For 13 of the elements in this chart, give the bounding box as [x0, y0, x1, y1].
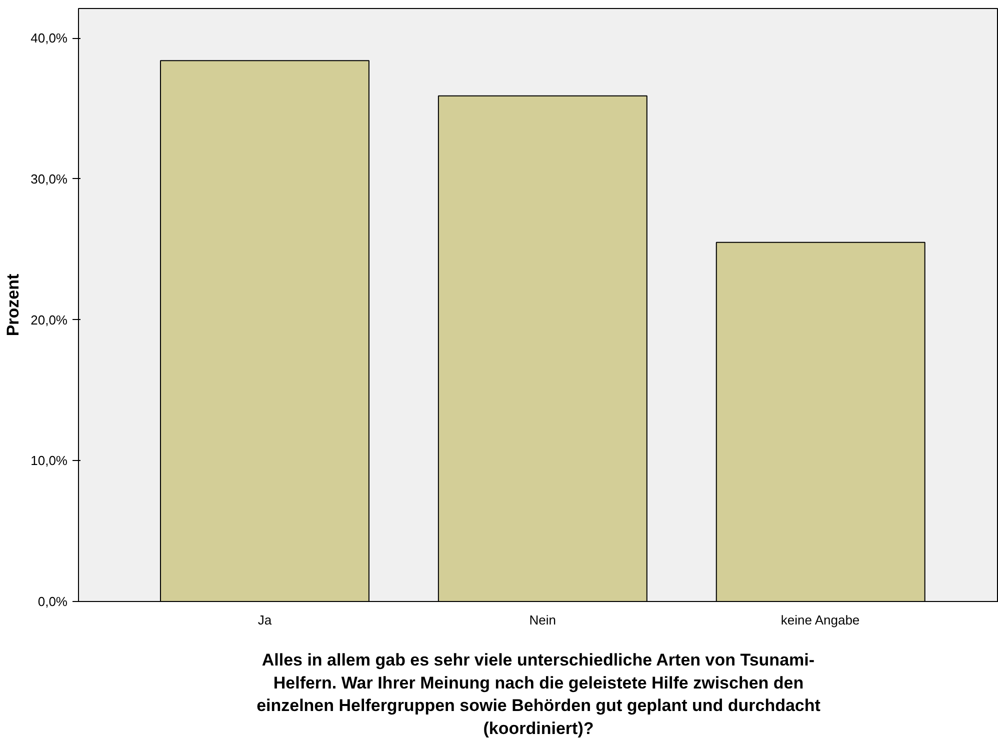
y-tick-label: 10,0%	[30, 453, 68, 468]
y-axis-title: Prozent	[4, 273, 23, 336]
bar	[716, 242, 926, 602]
y-tick-label: 30,0%	[30, 171, 68, 186]
x-tick-label: keine Angabe	[780, 612, 860, 628]
bar	[438, 95, 648, 602]
bar	[160, 60, 370, 602]
x-axis-title: Alles in allem gab es sehr viele unterschiedliche Arten von Tsunami-Helfern. War Ihrer Meinung nach die geleistete Hilfe zwischen den einzelnen Helfergruppen sowie Behörden gut geplant und durchdacht (koordiniert)?	[256, 650, 821, 738]
y-tick-label: 40,0%	[30, 30, 68, 46]
y-tick-label: 0,0%	[38, 594, 68, 609]
y-tick-label: 20,0%	[30, 312, 68, 328]
x-tick-label: Ja	[258, 612, 272, 628]
x-tick-label: Nein	[529, 612, 556, 628]
